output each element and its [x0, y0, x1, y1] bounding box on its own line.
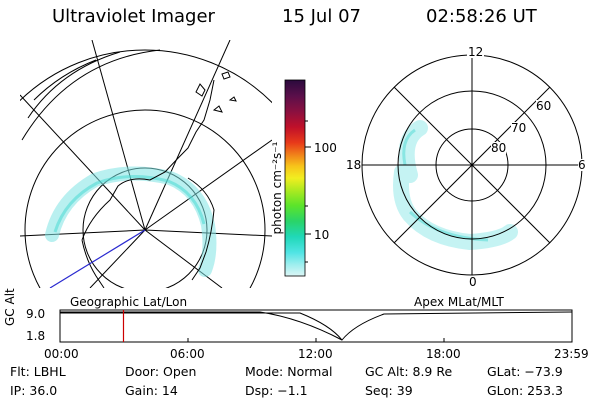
aurora-oval	[45, 166, 217, 277]
altitude-xtick: 00:00	[44, 347, 79, 361]
altitude-curve	[60, 311, 573, 341]
altitude-ylabel: GC Alt	[3, 288, 17, 326]
coastline-islands	[195, 71, 237, 113]
geo-meridian	[144, 139, 272, 231]
instrument-title: Ultraviolet Imager	[52, 6, 215, 27]
observation-time: 02:58:26 UT	[426, 6, 537, 27]
altitude-xtick: 18:00	[426, 347, 461, 361]
geo-meridian	[20, 94, 146, 231]
geo-lat-circle	[20, 49, 272, 104]
geo-latitude-value: GLat: −73.9	[487, 364, 563, 379]
mlt-label-12: 12	[467, 45, 485, 59]
geo-meridian	[144, 229, 223, 288]
mlt-line	[393, 86, 551, 244]
mode-value: Mode: Normal	[245, 364, 333, 379]
altitude-xtick: 06:00	[170, 347, 205, 361]
mlat-label-80: 80	[491, 141, 507, 155]
geo-meridian	[89, 229, 146, 288]
geo-lat-arc	[33, 59, 97, 101]
left-panel-label: Geographic Lat/Lon	[70, 295, 188, 309]
aurora-oval-core	[53, 174, 206, 233]
gc-altitude-value: GC Alt: 8.9 Re	[365, 364, 453, 379]
geo-meridian	[20, 229, 146, 237]
altitude-plot-frame	[59, 309, 573, 343]
sequence-value: Seq: 39	[365, 383, 413, 398]
geo-longitude-value: GLon: 253.3	[487, 383, 563, 398]
geo-lat-circle	[24, 109, 266, 288]
colorbar-gradient	[284, 79, 306, 277]
aurora-polar-core	[402, 128, 489, 242]
gain-value: Gain: 14	[125, 383, 178, 398]
altitude-xtick: 12:00	[298, 347, 333, 361]
observation-date: 15 Jul 07	[282, 6, 361, 27]
aurora-polar	[393, 120, 518, 251]
mlt-label-18: 18	[346, 158, 362, 172]
mlat-label-70: 70	[511, 121, 527, 135]
altitude-curve-upper	[60, 311, 343, 341]
altitude-ytick: 1.8	[26, 329, 46, 343]
coastline	[81, 79, 215, 288]
ip-value: IP: 36.0	[10, 383, 58, 398]
geo-meridian	[91, 40, 146, 231]
mlat-label-60: 60	[536, 99, 552, 113]
colorbar-tick-label: 100	[314, 141, 337, 155]
altitude-ytick: 9.0	[26, 307, 46, 321]
filter-value: Flt: LBHL	[10, 364, 66, 379]
door-value: Door: Open	[125, 364, 197, 379]
geo-lat-arc	[21, 49, 161, 141]
dsp-value: Dsp: −1.1	[245, 383, 308, 398]
geo-lat-arc	[27, 51, 121, 119]
satellite-track	[49, 229, 146, 288]
geo-meridian	[144, 40, 231, 231]
mlt-label-6: 6	[578, 158, 586, 172]
right-panel-label: Apex MLat/MLT	[414, 295, 504, 309]
mlt-label-0: 0	[469, 275, 477, 289]
altitude-xtick: 23:59	[554, 347, 589, 361]
colorbar-tick-label: 10	[314, 228, 330, 242]
